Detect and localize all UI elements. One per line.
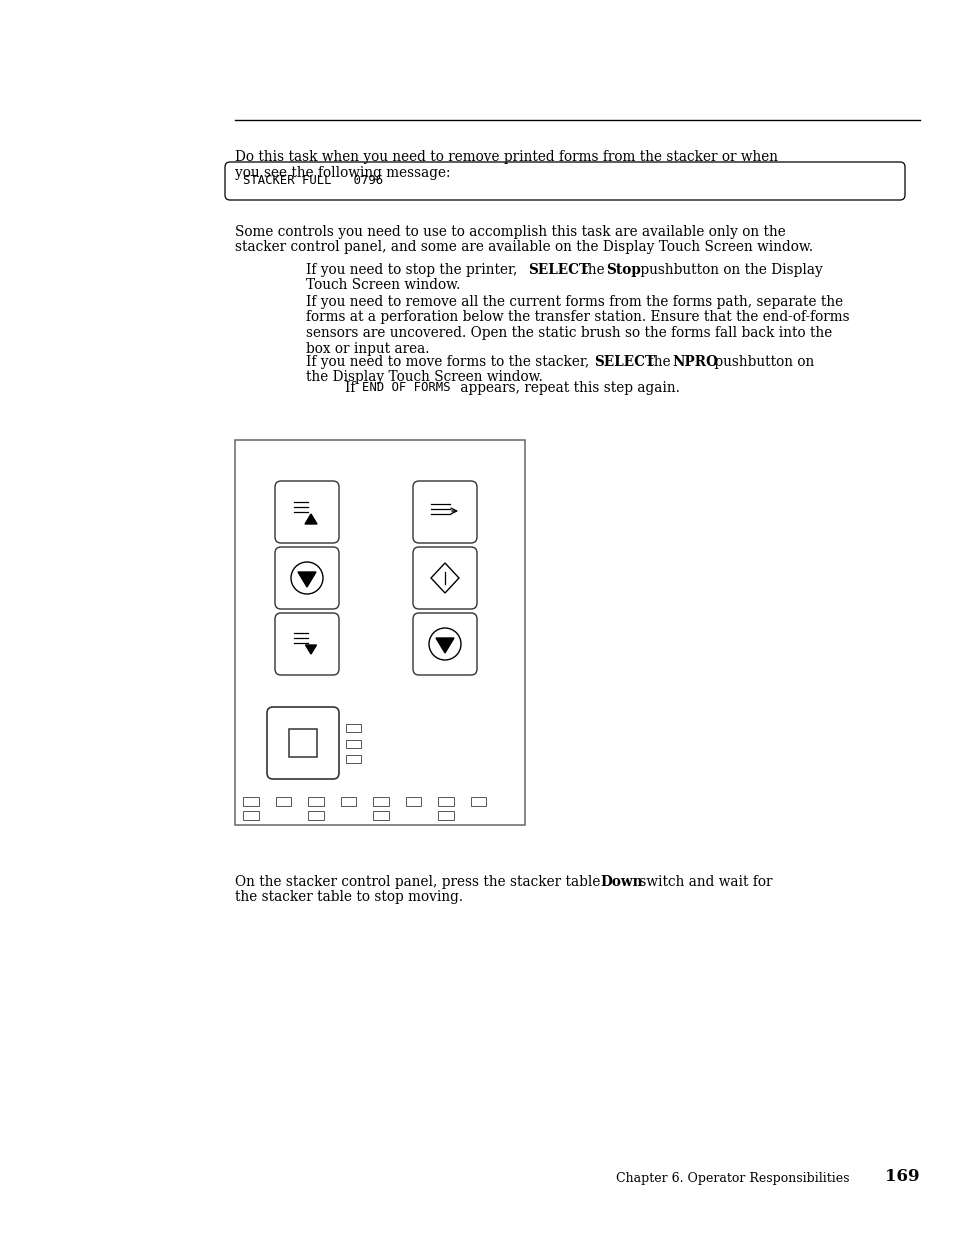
Bar — [340, 797, 355, 805]
Polygon shape — [305, 514, 316, 524]
Bar — [234, 440, 524, 825]
Bar — [346, 755, 360, 763]
Text: Do this task when you need to remove printed forms from the stacker or when: Do this task when you need to remove pri… — [234, 149, 778, 164]
FancyBboxPatch shape — [225, 162, 904, 200]
FancyBboxPatch shape — [274, 613, 338, 676]
Text: SELECT: SELECT — [594, 354, 655, 369]
Text: the Display Touch Screen window.: the Display Touch Screen window. — [306, 370, 542, 384]
Bar — [275, 797, 291, 805]
Text: forms at a perforation below the transfer station. Ensure that the end-of-forms: forms at a perforation below the transfe… — [306, 310, 849, 325]
Text: On the stacker control panel, press the stacker table: On the stacker control panel, press the … — [234, 876, 604, 889]
Text: SELECT: SELECT — [527, 263, 589, 277]
Bar — [243, 797, 258, 805]
Bar — [308, 810, 323, 820]
Text: pushbutton on the Display: pushbutton on the Display — [636, 263, 821, 277]
Bar — [470, 797, 485, 805]
Text: the: the — [578, 263, 608, 277]
Text: STACKER FULL   0796: STACKER FULL 0796 — [243, 174, 383, 188]
Text: the: the — [643, 354, 675, 369]
Text: sensors are uncovered. Open the static brush so the forms fall back into the: sensors are uncovered. Open the static b… — [306, 326, 831, 340]
FancyBboxPatch shape — [413, 480, 476, 543]
FancyBboxPatch shape — [274, 480, 338, 543]
Bar — [373, 797, 388, 805]
Text: Touch Screen window.: Touch Screen window. — [306, 279, 460, 293]
Text: NPRO: NPRO — [671, 354, 718, 369]
Text: Stop: Stop — [605, 263, 640, 277]
Bar — [405, 797, 420, 805]
FancyBboxPatch shape — [267, 706, 338, 779]
Polygon shape — [305, 645, 316, 655]
Bar — [373, 810, 388, 820]
Text: If: If — [345, 382, 359, 395]
FancyBboxPatch shape — [413, 547, 476, 609]
Polygon shape — [297, 572, 315, 587]
Text: pushbutton on: pushbutton on — [709, 354, 814, 369]
Polygon shape — [436, 638, 454, 653]
FancyBboxPatch shape — [274, 547, 338, 609]
Bar — [243, 810, 258, 820]
Text: If you need to remove all the current forms from the forms path, separate the: If you need to remove all the current fo… — [306, 295, 842, 309]
Bar — [289, 729, 316, 757]
Bar — [346, 724, 360, 732]
Bar — [346, 740, 360, 747]
Text: Down: Down — [599, 876, 642, 889]
Bar — [437, 797, 453, 805]
FancyBboxPatch shape — [413, 613, 476, 676]
Text: you see the following message:: you see the following message: — [234, 165, 450, 179]
Text: switch and wait for: switch and wait for — [635, 876, 772, 889]
Text: If you need to stop the printer,: If you need to stop the printer, — [306, 263, 521, 277]
Text: appears, repeat this step again.: appears, repeat this step again. — [456, 382, 679, 395]
Text: 169: 169 — [884, 1168, 919, 1186]
Text: END OF FORMS: END OF FORMS — [361, 382, 450, 394]
Text: the stacker table to stop moving.: the stacker table to stop moving. — [234, 890, 462, 904]
Bar — [437, 810, 453, 820]
Text: Some controls you need to use to accomplish this task are available only on the: Some controls you need to use to accompl… — [234, 225, 785, 240]
Text: If you need to move forms to the stacker,: If you need to move forms to the stacker… — [306, 354, 593, 369]
Bar — [308, 797, 323, 805]
Text: stacker control panel, and some are available on the Display Touch Screen window: stacker control panel, and some are avai… — [234, 241, 812, 254]
Text: box or input area.: box or input area. — [306, 342, 429, 356]
Text: Chapter 6. Operator Responsibilities: Chapter 6. Operator Responsibilities — [616, 1172, 849, 1186]
